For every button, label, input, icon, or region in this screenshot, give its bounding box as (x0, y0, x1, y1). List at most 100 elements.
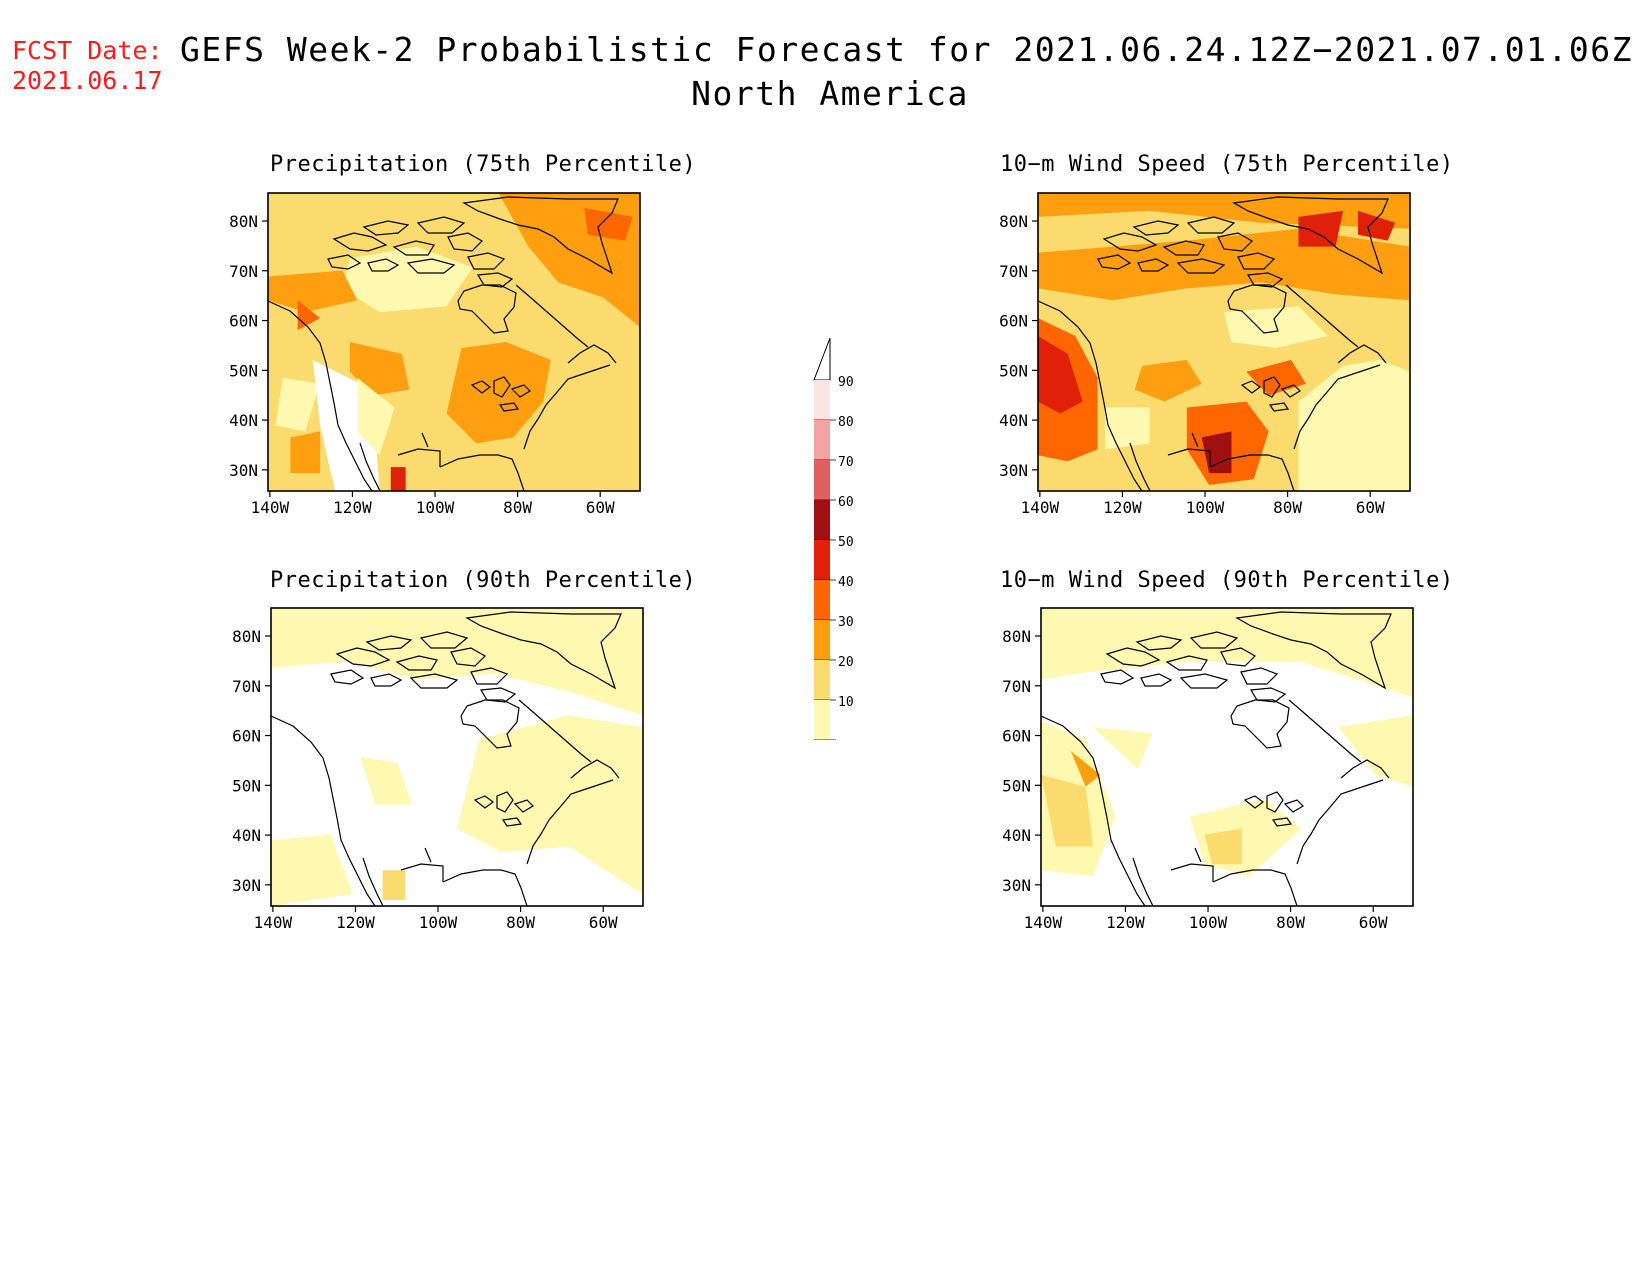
colorbar-tick-label: 10 (838, 695, 854, 710)
colorbar-tick-label: 60 (838, 495, 854, 510)
colorbar-swatch (814, 660, 830, 700)
probability-shading (1041, 608, 1413, 906)
lat-tick-label: 70N (229, 262, 258, 281)
lon-tick-label: 60W (586, 498, 615, 515)
lat-tick-label: 30N (229, 461, 258, 480)
coastline (1263, 376, 1281, 398)
probability-shading (268, 193, 640, 491)
colorbar-swatch (814, 380, 830, 420)
coastline (450, 647, 486, 667)
coastline (1137, 258, 1170, 272)
coastline (1232, 196, 1389, 275)
coastline (1162, 240, 1205, 256)
coastline (271, 715, 376, 906)
lat-tick-label: 30N (232, 876, 261, 895)
coastline (1105, 647, 1161, 667)
lat-tick-label: 50N (999, 361, 1028, 380)
map-frame (270, 607, 644, 907)
coastline (1246, 272, 1284, 288)
coastline (1271, 817, 1293, 827)
coastline (1102, 232, 1158, 252)
lon-tick-label: 80W (506, 913, 535, 930)
lat-tick-label: 30N (1002, 876, 1031, 895)
coastline (510, 384, 531, 398)
coastline (409, 673, 459, 689)
coastline (1041, 715, 1146, 906)
coastline (442, 869, 528, 906)
panel-title-precip-75: Precipitation (75th Percentile) (270, 152, 697, 177)
probability-shading (271, 608, 643, 906)
coastline (570, 759, 620, 779)
lon-tick-label: 60W (589, 913, 618, 930)
coastlines (271, 611, 622, 906)
coastline (397, 448, 441, 467)
coastline (1170, 863, 1214, 882)
coastline (515, 284, 589, 348)
colorbar-tick-label: 70 (838, 455, 854, 470)
colorbar-tick-label: 50 (838, 535, 854, 550)
map-frame (1037, 192, 1411, 492)
lon-tick-label: 120W (1106, 913, 1145, 930)
panel-title-wind-75: 10−m Wind Speed (75th Percentile) (1000, 152, 1454, 177)
coastline (1038, 300, 1143, 491)
coastline (1249, 687, 1287, 703)
colorbar-tick-label: 90 (838, 375, 854, 390)
lat-tick-label: 50N (229, 361, 258, 380)
figure-title-block: GEFS Week-2 Probabilistic Forecast for 2… (180, 28, 1634, 116)
coastline (457, 284, 517, 334)
coastline (1293, 364, 1381, 450)
coastline (395, 655, 438, 671)
coastline (416, 216, 466, 234)
coastline (1243, 795, 1264, 809)
figure-title: GEFS Week-2 Probabilistic Forecast for 2… (180, 30, 1634, 69)
lon-tick-label: 120W (336, 913, 375, 930)
coastline (1283, 799, 1304, 813)
map-precip-75: 80N 70N 60N 50N 40N 30N 140W 120W 100W 80W 60W (229, 192, 641, 515)
coastline (476, 272, 514, 288)
coastline (1179, 673, 1229, 689)
coastline (1240, 380, 1261, 394)
map-precip-90: 80N 70N 60N 50N 40N 30N 140W 120W 100W 80W 60W (232, 607, 644, 930)
coastlines (1038, 196, 1389, 491)
coastline (498, 402, 520, 412)
coastline (1217, 232, 1253, 252)
coastline (370, 673, 403, 687)
coastline (1288, 699, 1362, 763)
coastline (1209, 454, 1295, 491)
coastline (460, 699, 520, 749)
coastline (1230, 699, 1290, 749)
coastline (1266, 791, 1284, 813)
map-frame (267, 192, 641, 492)
lon-tick-label: 60W (1359, 913, 1388, 930)
lon-tick-label: 120W (333, 498, 372, 515)
lon-tick-label: 80W (1276, 913, 1305, 930)
colorbar-tick-label: 20 (838, 655, 854, 670)
coastline (1191, 432, 1199, 448)
coastline (1340, 759, 1390, 779)
coastlines (268, 196, 619, 491)
map-frame (1040, 607, 1414, 907)
coastline (1132, 220, 1180, 236)
lat-tick-label: 80N (229, 212, 258, 231)
coastline (1268, 402, 1290, 412)
lon-tick-label: 100W (1189, 913, 1228, 930)
coastline (1186, 216, 1236, 234)
colorbar-top-arrow (813, 337, 831, 381)
coastline (467, 252, 506, 270)
lat-tick-label: 70N (999, 262, 1028, 281)
lat-tick-label: 70N (232, 677, 261, 696)
coastline (493, 376, 511, 398)
coastline (447, 232, 483, 252)
coastline (470, 380, 491, 394)
lon-tick-label: 140W (254, 913, 293, 930)
coastline (470, 667, 509, 685)
coastline (465, 611, 622, 690)
coastline (419, 631, 469, 649)
map-wind-90: 80N 70N 60N 50N 40N 30N 140W 120W 100W 80W 60W (1002, 607, 1414, 930)
coastline (1132, 857, 1154, 906)
coastline (518, 699, 592, 763)
coastline (462, 196, 619, 275)
coastline (367, 258, 400, 272)
coastline (1280, 384, 1301, 398)
lat-tick-label: 40N (232, 826, 261, 845)
